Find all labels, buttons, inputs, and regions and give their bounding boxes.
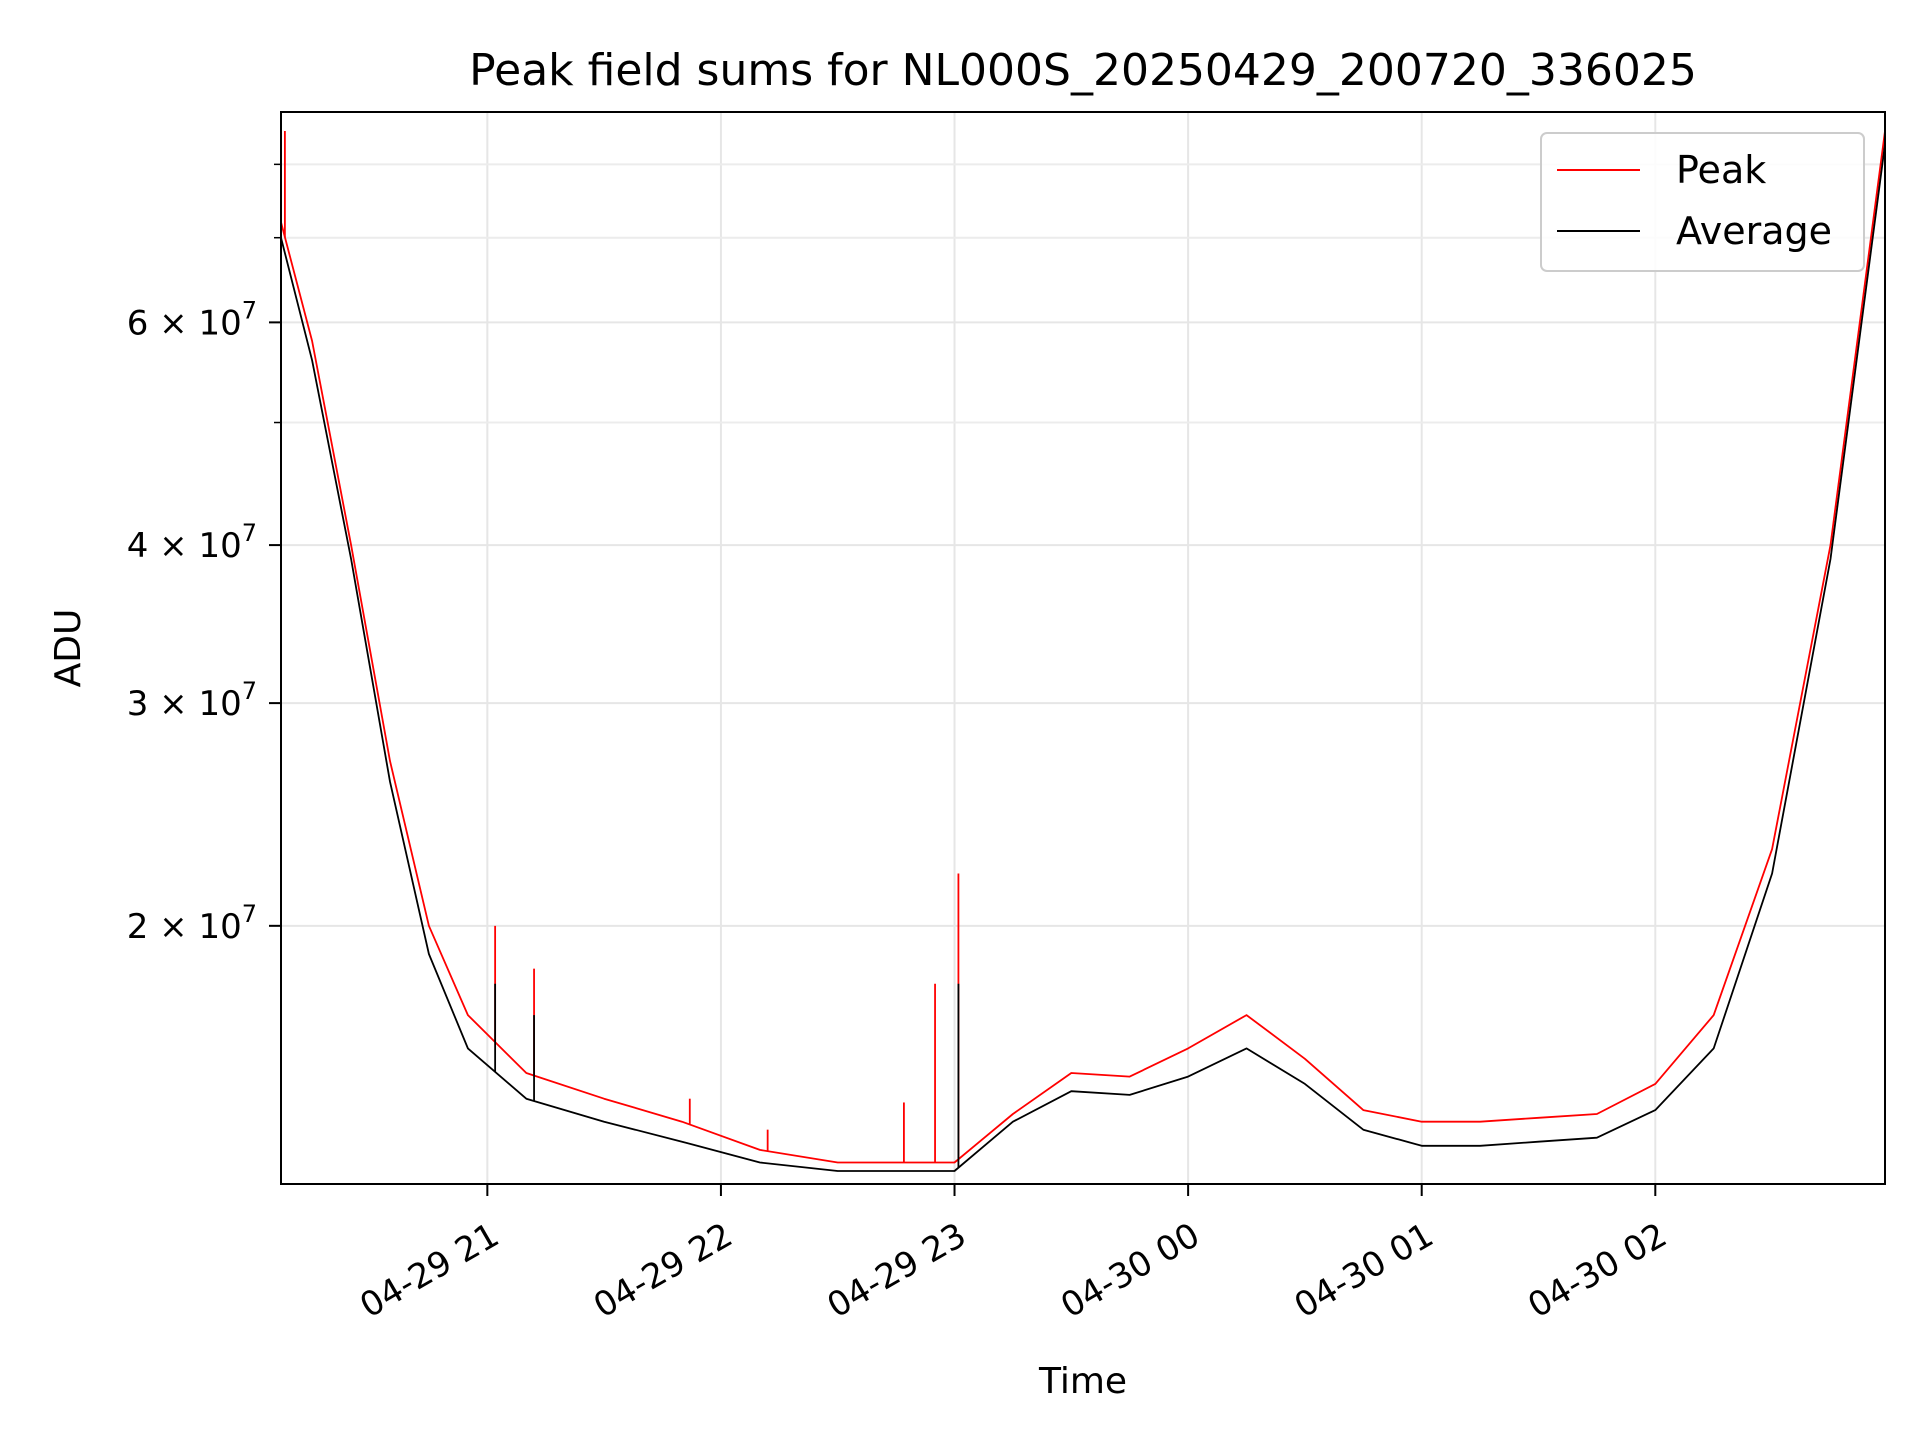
chart-title: Peak field sums for NL000S_20250429_2007… [469, 45, 1697, 96]
series-layer [281, 130, 1885, 1172]
legend-label-peak: Peak [1676, 148, 1766, 192]
legend-label-average: Average [1676, 209, 1832, 253]
x-axis-label: Time [1038, 1361, 1127, 1402]
y-axis-label: ADU [48, 609, 89, 688]
y-tick-label: 4 × 107 [127, 519, 257, 566]
series-line-peak [281, 130, 1885, 1164]
y-axis: 2 × 107 3 × 107 4 × 107 6 × 107 [127, 163, 281, 947]
series-line-average [281, 143, 1885, 1172]
series-average [281, 143, 1885, 1172]
legend: Peak Average [1540, 132, 1865, 272]
legend-box [1540, 132, 1865, 272]
y-tick-label: 6 × 107 [127, 296, 257, 343]
y-tick-label: 3 × 107 [127, 677, 257, 724]
plot-frame [280, 111, 1886, 1185]
grid [281, 112, 1885, 1184]
y-tick-label: 2 × 107 [127, 900, 257, 947]
